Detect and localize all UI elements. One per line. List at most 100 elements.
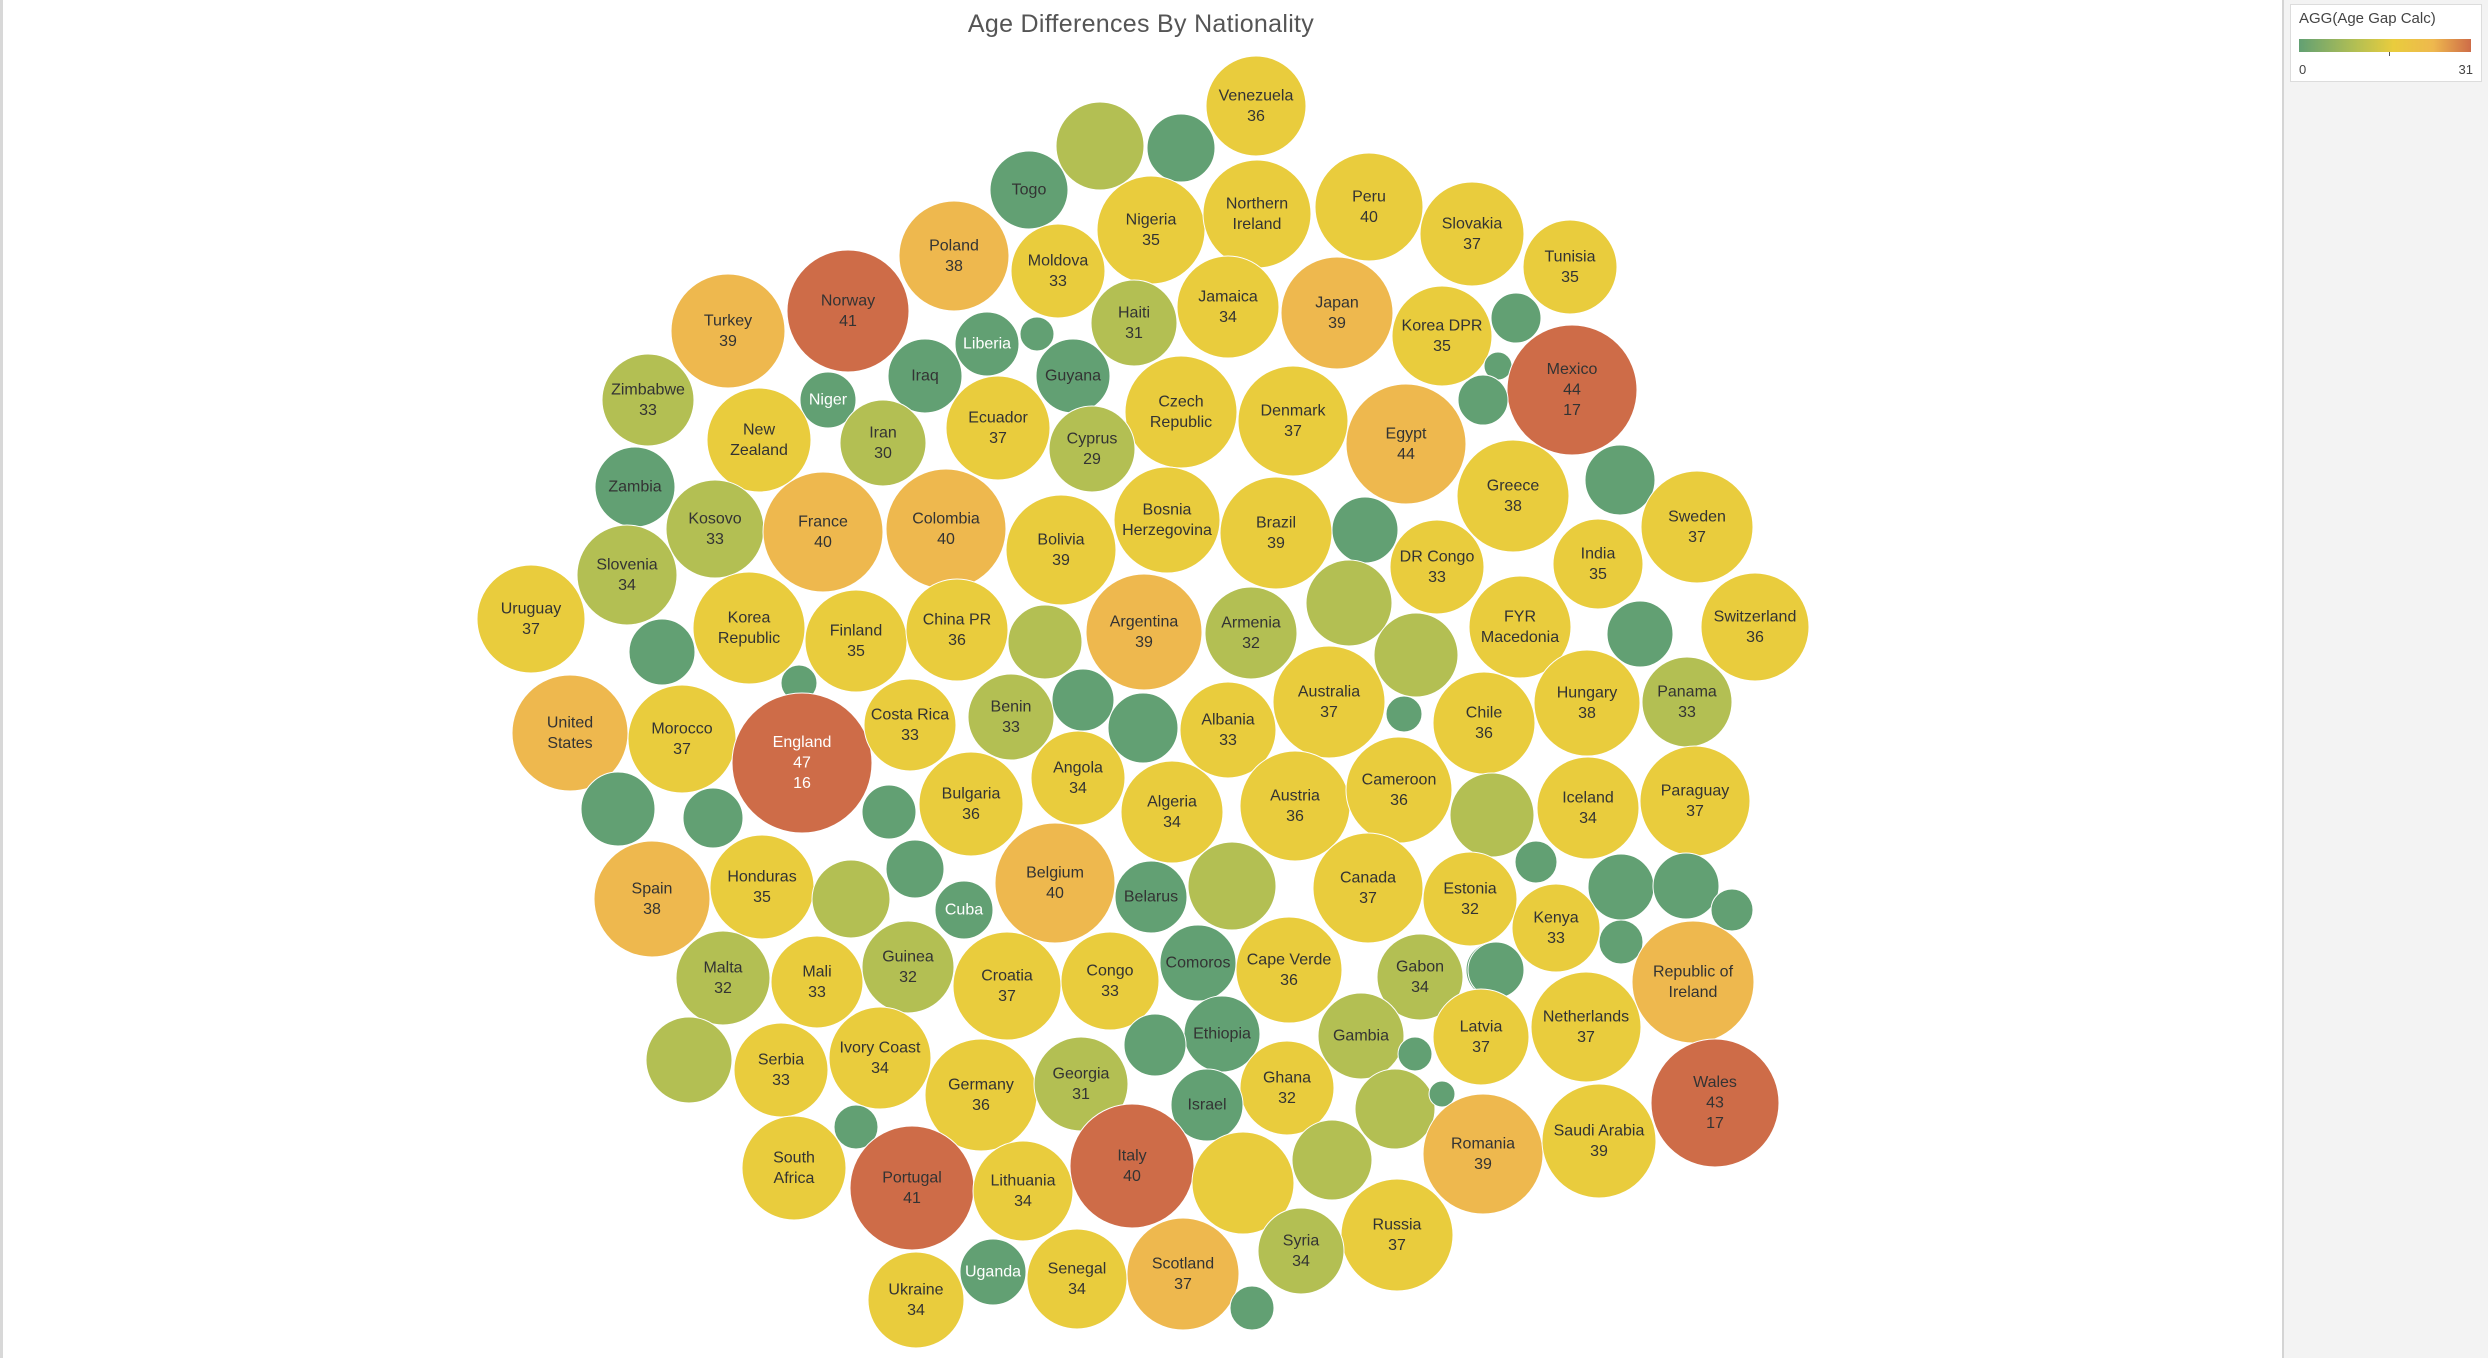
bubble-circle[interactable]	[1432, 671, 1536, 775]
bubble-saudi-arabia[interactable]: Saudi Arabia 39	[1541, 1083, 1657, 1199]
bubble-circle[interactable]	[1314, 152, 1424, 262]
bubble-circle[interactable]	[1391, 285, 1493, 387]
bubble-circle[interactable]	[770, 935, 864, 1029]
bubble-circle[interactable]	[1019, 316, 1055, 352]
bubble-circle[interactable]	[1536, 756, 1640, 860]
bubble-egypt[interactable]: Egypt 44	[1345, 383, 1467, 505]
bubble-circle[interactable]	[1428, 1080, 1456, 1108]
bubble-circle[interactable]	[1456, 439, 1570, 553]
bubble-circle[interactable]	[1051, 668, 1115, 732]
bubble-circle[interactable]	[1124, 355, 1238, 469]
bubble-circle[interactable]	[1331, 496, 1399, 564]
bubble-circle[interactable]	[885, 839, 945, 899]
bubble-liberia[interactable]: Liberia	[954, 311, 1020, 377]
bubble-unlabeled[interactable]	[811, 859, 891, 939]
bubble-circle[interactable]	[476, 564, 586, 674]
bubble-circle[interactable]	[828, 1006, 932, 1110]
bubble-circle[interactable]	[1257, 1207, 1345, 1295]
bubble-iceland[interactable]: Iceland 34	[1536, 756, 1640, 860]
bubble-lithuania[interactable]: Lithuania 34	[972, 1140, 1074, 1242]
bubble-mexico[interactable]: Mexico 44 17	[1506, 324, 1638, 456]
bubble-circle[interactable]	[863, 678, 957, 772]
bubble-bolivia[interactable]: Bolivia 39	[1005, 494, 1117, 606]
bubble-nigeria[interactable]: Nigeria 35	[1096, 175, 1206, 285]
bubble-poland[interactable]: Poland 38	[898, 200, 1010, 312]
bubble-unlabeled[interactable]	[1055, 101, 1145, 191]
bubble-benin[interactable]: Benin 33	[967, 673, 1055, 761]
bubble-circle[interactable]	[1584, 444, 1656, 516]
bubble-circle[interactable]	[799, 371, 857, 429]
bubble-circle[interactable]	[1631, 920, 1755, 1044]
bubble-portugal[interactable]: Portugal 41	[849, 1125, 975, 1251]
bubble-unlabeled[interactable]	[1019, 316, 1055, 352]
bubble-circle[interactable]	[1506, 324, 1638, 456]
bubble-estonia[interactable]: Estonia 32	[1422, 851, 1518, 947]
bubble-unlabeled[interactable]	[1007, 604, 1083, 680]
bubble-unlabeled[interactable]	[628, 618, 696, 686]
bubble-circle[interactable]	[1176, 255, 1280, 359]
bubble-circle[interactable]	[1340, 1178, 1454, 1292]
bubble-circle[interactable]	[1652, 852, 1720, 920]
bubble-zimbabwe[interactable]: Zimbabwe 33	[601, 353, 695, 447]
bubble-italy[interactable]: Italy 40	[1069, 1103, 1195, 1229]
bubble-unlabeled[interactable]	[682, 787, 744, 849]
bubble-unlabeled[interactable]	[1191, 1131, 1295, 1235]
bubble-circle[interactable]	[1397, 1036, 1433, 1072]
bubble-circle[interactable]	[1235, 916, 1343, 1024]
bubble-circle[interactable]	[1107, 692, 1179, 764]
bubble-circle[interactable]	[1187, 841, 1277, 931]
bubble-circle[interactable]	[1641, 656, 1733, 748]
bubble-netherlands[interactable]: Netherlands 37	[1530, 971, 1642, 1083]
bubble-unlabeled[interactable]	[1107, 692, 1179, 764]
bubble-unlabeled[interactable]	[1587, 853, 1655, 921]
bubble-morocco[interactable]: Morocco 37	[627, 684, 737, 794]
bubble-greece[interactable]: Greece 38	[1456, 439, 1570, 553]
bubble-circle[interactable]	[1239, 1040, 1335, 1136]
bubble-denmark[interactable]: Denmark 37	[1237, 365, 1349, 477]
bubble-russia[interactable]: Russia 37	[1340, 1178, 1454, 1292]
bubble-circle[interactable]	[1114, 860, 1188, 934]
bubble-unlabeled[interactable]	[1373, 612, 1459, 698]
bubble-circle[interactable]	[1096, 175, 1206, 285]
bubble-circle[interactable]	[645, 1016, 733, 1104]
bubble-norway[interactable]: Norway 41	[786, 249, 910, 373]
bubble-circle[interactable]	[918, 751, 1024, 857]
bubble-costa-rica[interactable]: Costa Rica 33	[863, 678, 957, 772]
bubble-england[interactable]: England 47 16	[731, 692, 873, 834]
bubble-circle[interactable]	[1345, 383, 1467, 505]
bubble-circle[interactable]	[1202, 159, 1312, 269]
bubble-circle[interactable]	[1419, 181, 1525, 287]
bubble-armenia[interactable]: Armenia 32	[1204, 586, 1298, 680]
bubble-serbia[interactable]: Serbia 33	[733, 1022, 829, 1118]
bubble-circle[interactable]	[1055, 101, 1145, 191]
bubble-georgia[interactable]: Georgia 31	[1033, 1036, 1129, 1132]
bubble-circle[interactable]	[1432, 988, 1530, 1086]
bubble-unlabeled[interactable]	[1397, 1036, 1433, 1072]
bubble-circle[interactable]	[1422, 851, 1518, 947]
bubble-latvia[interactable]: Latvia 37	[1432, 988, 1530, 1086]
bubble-ethiopia[interactable]: Ethiopia	[1183, 995, 1261, 1073]
bubble-wales[interactable]: Wales 43 17	[1650, 1038, 1780, 1168]
bubble-circle[interactable]	[627, 684, 737, 794]
bubble-circle[interactable]	[1205, 55, 1307, 157]
bubble-circle[interactable]	[1376, 933, 1464, 1021]
bubble-circle[interactable]	[709, 834, 815, 940]
bubble-congo[interactable]: Congo 33	[1060, 931, 1160, 1031]
bubble-circle[interactable]	[833, 1104, 879, 1150]
bubble-austria[interactable]: Austria 36	[1239, 750, 1351, 862]
bubble-circle[interactable]	[706, 387, 812, 493]
bubble-angola[interactable]: Angola 34	[1030, 730, 1126, 826]
bubble-circle[interactable]	[867, 1251, 965, 1349]
bubble-circle[interactable]	[1598, 919, 1644, 965]
bubble-circle[interactable]	[1700, 572, 1810, 682]
bubble-china-pr[interactable]: China PR 36	[905, 578, 1009, 682]
bubble-unlabeled[interactable]	[1146, 113, 1216, 183]
bubble-unlabeled[interactable]	[1051, 668, 1115, 732]
bubble-kosovo[interactable]: Kosovo 33	[665, 479, 765, 579]
bubble-guyana[interactable]: Guyana	[1035, 338, 1111, 414]
bubble-circle[interactable]	[994, 822, 1116, 944]
bubble-unlabeled[interactable]	[1449, 772, 1535, 858]
bubble-ivory-coast[interactable]: Ivory Coast 34	[828, 1006, 932, 1110]
bubble-circle[interactable]	[849, 1125, 975, 1251]
bubble-circle[interactable]	[1239, 750, 1351, 862]
